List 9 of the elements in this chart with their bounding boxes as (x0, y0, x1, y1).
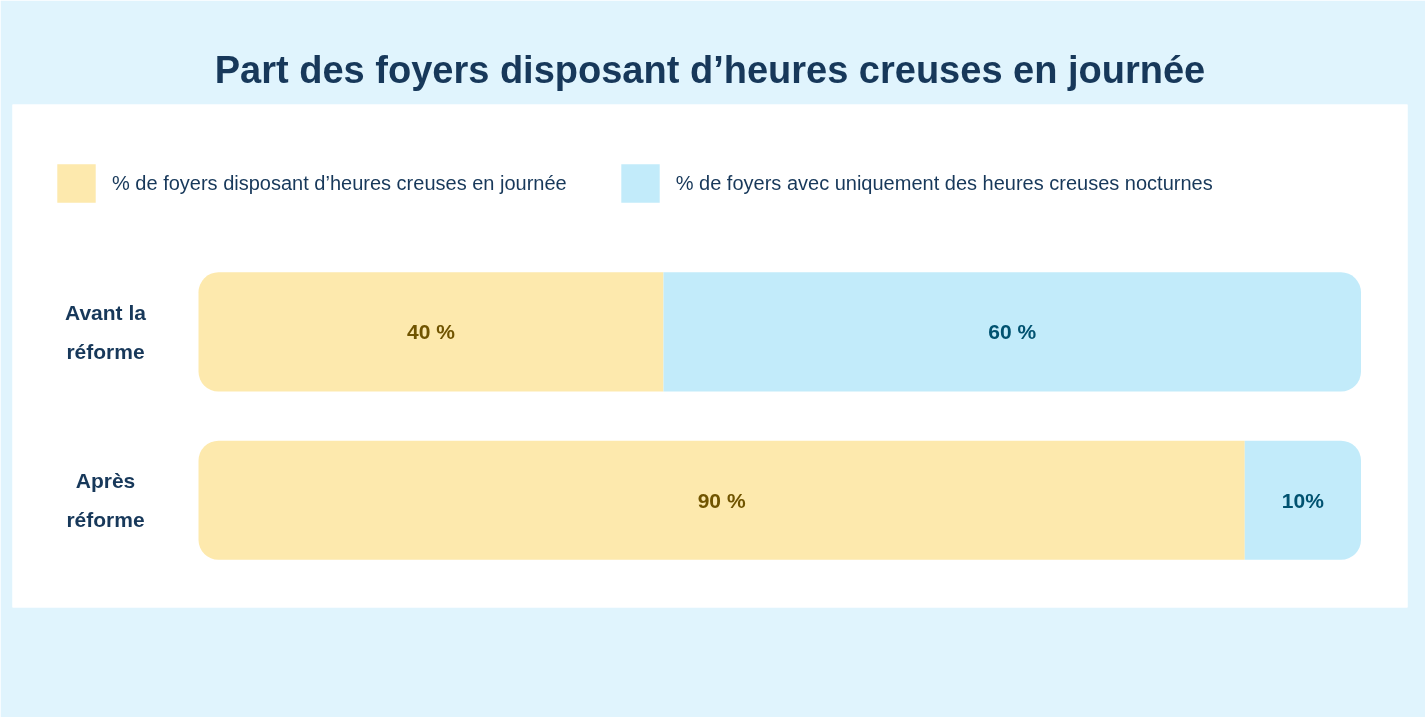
legend-label: % de foyers avec uniquement des heures creuses nocturnes (675, 170, 1213, 196)
data-label: 60 % (988, 320, 1037, 344)
data-label: 40 % (407, 320, 456, 344)
data-label: 10% (1281, 488, 1325, 512)
data-label: 90 % (697, 488, 746, 512)
y-tick-label: Après réforme (66, 469, 145, 532)
legend-label: % de foyers disposant d’heures creuses en journée (112, 170, 567, 196)
chart-title: Part des foyers disposant d’heures creuses en journée (214, 48, 1206, 91)
y-tick-label: Avant la réforme (65, 300, 147, 363)
